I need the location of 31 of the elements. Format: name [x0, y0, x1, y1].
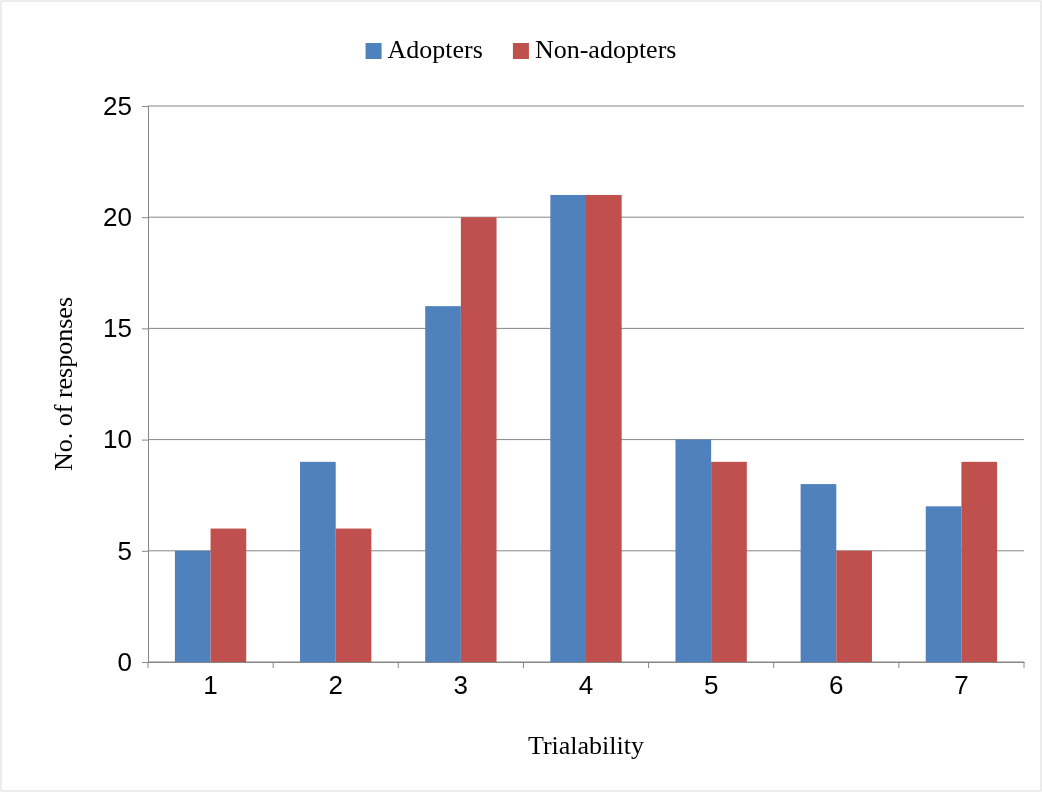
bar [800, 484, 837, 662]
x-axis-title: Trialability [527, 731, 645, 760]
bar [425, 306, 461, 662]
bar [550, 194, 586, 662]
x-tick-label: 3 [453, 670, 469, 701]
bar [300, 461, 336, 662]
bar [711, 461, 747, 662]
bar [675, 439, 712, 662]
x-tick-label: 1 [203, 670, 218, 701]
bar [836, 550, 872, 662]
legend-label: Non-adopters [534, 35, 677, 64]
y-tick-label: 5 [117, 535, 132, 566]
x-tick-label: 6 [829, 670, 844, 701]
y-tick-label: 20 [103, 202, 132, 233]
y-axis-title: No. of responses [49, 296, 78, 472]
y-tick-label: 10 [103, 424, 132, 455]
bar [586, 194, 622, 662]
legend-label: Adopters [387, 35, 483, 64]
bar [925, 506, 962, 662]
bar [335, 528, 372, 662]
y-tick-label: 15 [103, 313, 132, 344]
bar [460, 217, 497, 662]
x-tick-label: 4 [578, 670, 594, 701]
bar [210, 528, 247, 662]
x-tick-label: 7 [954, 670, 969, 701]
bar [174, 550, 211, 662]
y-tick-label: 25 [103, 90, 132, 121]
y-tick-label: 0 [117, 646, 132, 677]
x-tick-label: 2 [328, 670, 343, 701]
x-tick-label: 5 [703, 670, 719, 701]
bar [961, 461, 998, 662]
